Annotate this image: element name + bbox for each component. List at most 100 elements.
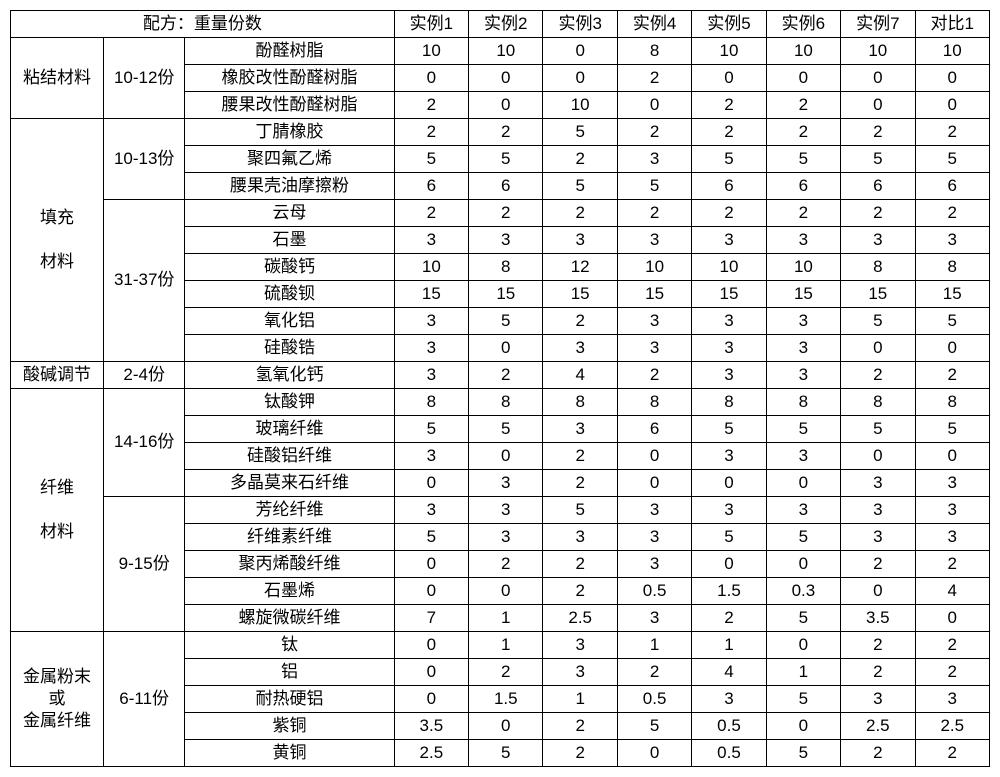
value: 4 <box>692 659 766 686</box>
value: 0 <box>766 632 840 659</box>
value: 0 <box>394 659 468 686</box>
material: 腰果壳油摩擦粉 <box>185 173 394 200</box>
material: 丁腈橡胶 <box>185 119 394 146</box>
value: 3 <box>915 470 989 497</box>
value: 10 <box>692 38 766 65</box>
value: 2 <box>692 92 766 119</box>
value: 3 <box>617 497 691 524</box>
value: 3.5 <box>841 605 915 632</box>
value: 0 <box>394 551 468 578</box>
value: 3 <box>766 308 840 335</box>
col-header-7: 对比1 <box>915 11 989 38</box>
value: 2 <box>394 200 468 227</box>
value: 8 <box>692 389 766 416</box>
value: 8 <box>841 389 915 416</box>
value: 10 <box>841 38 915 65</box>
value: 15 <box>617 281 691 308</box>
phr-4-0: 6-11份 <box>104 632 185 767</box>
value: 2 <box>469 659 543 686</box>
value: 0 <box>841 335 915 362</box>
value: 2 <box>543 578 617 605</box>
value: 8 <box>617 38 691 65</box>
material: 硅酸锆 <box>185 335 394 362</box>
value: 2 <box>543 551 617 578</box>
value: 6 <box>394 173 468 200</box>
group-2: 酸碱调节 <box>11 362 104 389</box>
value: 2 <box>841 551 915 578</box>
material: 钛 <box>185 632 394 659</box>
value: 0 <box>841 443 915 470</box>
value: 5 <box>766 524 840 551</box>
col-header-3: 实例4 <box>617 11 691 38</box>
material: 聚四氟乙烯 <box>185 146 394 173</box>
value: 0 <box>394 470 468 497</box>
col-header-1: 实例2 <box>469 11 543 38</box>
value: 1.5 <box>469 686 543 713</box>
phr-0-0: 10-12份 <box>104 38 185 119</box>
value: 3 <box>617 524 691 551</box>
value: 5 <box>394 146 468 173</box>
value: 2 <box>617 200 691 227</box>
value: 0 <box>692 551 766 578</box>
value: 15 <box>915 281 989 308</box>
value: 3 <box>617 227 691 254</box>
value: 5 <box>692 146 766 173</box>
group-1: 填充材料 <box>11 119 104 362</box>
value: 3 <box>692 686 766 713</box>
value: 0 <box>692 65 766 92</box>
value: 3 <box>543 632 617 659</box>
material: 黄铜 <box>185 740 394 767</box>
value: 6 <box>841 173 915 200</box>
value: 0 <box>766 713 840 740</box>
material: 多晶莫来石纤维 <box>185 470 394 497</box>
value: 3 <box>841 524 915 551</box>
value: 3 <box>469 524 543 551</box>
value: 2 <box>915 659 989 686</box>
value: 3 <box>915 524 989 551</box>
value: 3 <box>617 551 691 578</box>
value: 1 <box>469 632 543 659</box>
material: 耐热硬铝 <box>185 686 394 713</box>
value: 0 <box>469 443 543 470</box>
value: 1 <box>617 632 691 659</box>
value: 12 <box>543 254 617 281</box>
value: 3 <box>394 335 468 362</box>
value: 2 <box>692 200 766 227</box>
value: 6 <box>617 416 691 443</box>
value: 0 <box>841 65 915 92</box>
value: 8 <box>617 389 691 416</box>
material: 石墨 <box>185 227 394 254</box>
value: 3 <box>766 497 840 524</box>
header-title: 配方：重量份数 <box>11 11 395 38</box>
value: 3 <box>394 497 468 524</box>
formula-table: 配方：重量份数实例1实例2实例3实例4实例5实例6实例7对比1粘结材料10-12… <box>10 10 990 767</box>
value: 2 <box>543 740 617 767</box>
value: 5 <box>692 524 766 551</box>
value: 15 <box>543 281 617 308</box>
value: 5 <box>394 416 468 443</box>
value: 5 <box>766 416 840 443</box>
value: 5 <box>766 146 840 173</box>
value: 8 <box>394 389 468 416</box>
material: 石墨烯 <box>185 578 394 605</box>
value: 4 <box>915 578 989 605</box>
value: 0.3 <box>766 578 840 605</box>
value: 3 <box>692 335 766 362</box>
value: 8 <box>915 254 989 281</box>
material: 螺旋微碳纤维 <box>185 605 394 632</box>
material: 腰果改性酚醛树脂 <box>185 92 394 119</box>
value: 3 <box>841 497 915 524</box>
material: 铝 <box>185 659 394 686</box>
value: 10 <box>766 254 840 281</box>
value: 5 <box>394 524 468 551</box>
material: 紫铜 <box>185 713 394 740</box>
value: 0 <box>841 578 915 605</box>
value: 0 <box>469 578 543 605</box>
value: 5 <box>469 740 543 767</box>
material: 钛酸钾 <box>185 389 394 416</box>
value: 0 <box>469 713 543 740</box>
value: 0.5 <box>617 578 691 605</box>
value: 3 <box>394 443 468 470</box>
value: 0 <box>915 65 989 92</box>
value: 5 <box>766 740 840 767</box>
